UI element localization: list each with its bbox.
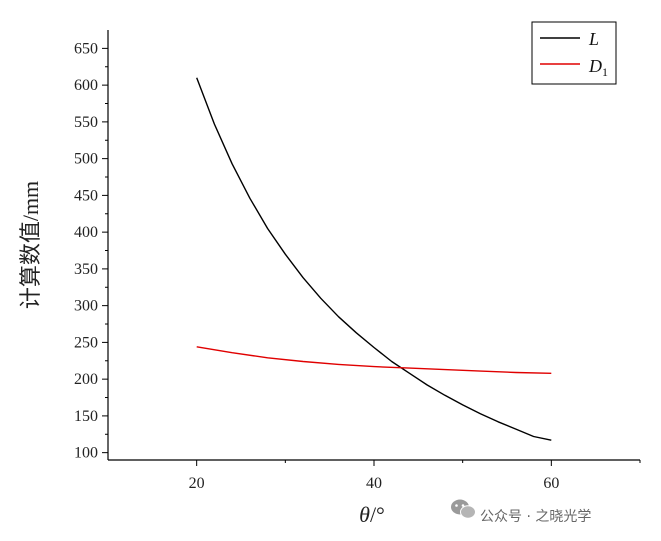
legend-label-l: L (588, 29, 599, 49)
y-tick-label: 200 (74, 371, 98, 388)
x-axis-title: θ/° (359, 502, 385, 527)
y-tick-label: 350 (74, 261, 98, 278)
legend-label-d1: D1 (588, 56, 608, 79)
y-tick-label: 150 (74, 408, 98, 425)
series-lines (196, 77, 552, 441)
y-tick-label: 100 (74, 445, 98, 462)
y-tick-label: 650 (74, 40, 98, 57)
y-tick-label: 400 (74, 224, 98, 241)
y-tick-label: 550 (74, 114, 98, 131)
x-tick-label: 60 (543, 475, 559, 492)
x-axis-unit: /° (370, 502, 385, 527)
x-axis-variable: θ (359, 502, 370, 527)
wechat-icon (451, 499, 476, 519)
x-tick-label: 20 (189, 475, 205, 492)
series-line-d1 (196, 346, 552, 374)
y-tick-label: 250 (74, 334, 98, 351)
legend-box (531, 21, 617, 85)
y-tick-label: 450 (74, 187, 98, 204)
y-tick-label: 600 (74, 77, 98, 94)
y-tick-label: 500 (74, 151, 98, 168)
legend: L D1 (531, 21, 617, 85)
watermark-text: 公众号 · 之晓光学 (480, 509, 591, 525)
x-tick-label: 40 (366, 475, 382, 492)
y-tick-label: 300 (74, 298, 98, 315)
y-axis-title: 计算数值/mm (18, 181, 43, 309)
x-axis-ticks: 20 40 60 (189, 460, 641, 492)
plot-area: 100 150 200 250 300 350 400 450 500 550 600 650 20 4… (74, 30, 641, 492)
y-axis-ticks: 100 150 200 250 300 350 400 450 500 550 600 650 (74, 40, 108, 462)
series-line-l (196, 77, 552, 441)
watermark: 公众号 · 之晓光学 (451, 499, 591, 525)
